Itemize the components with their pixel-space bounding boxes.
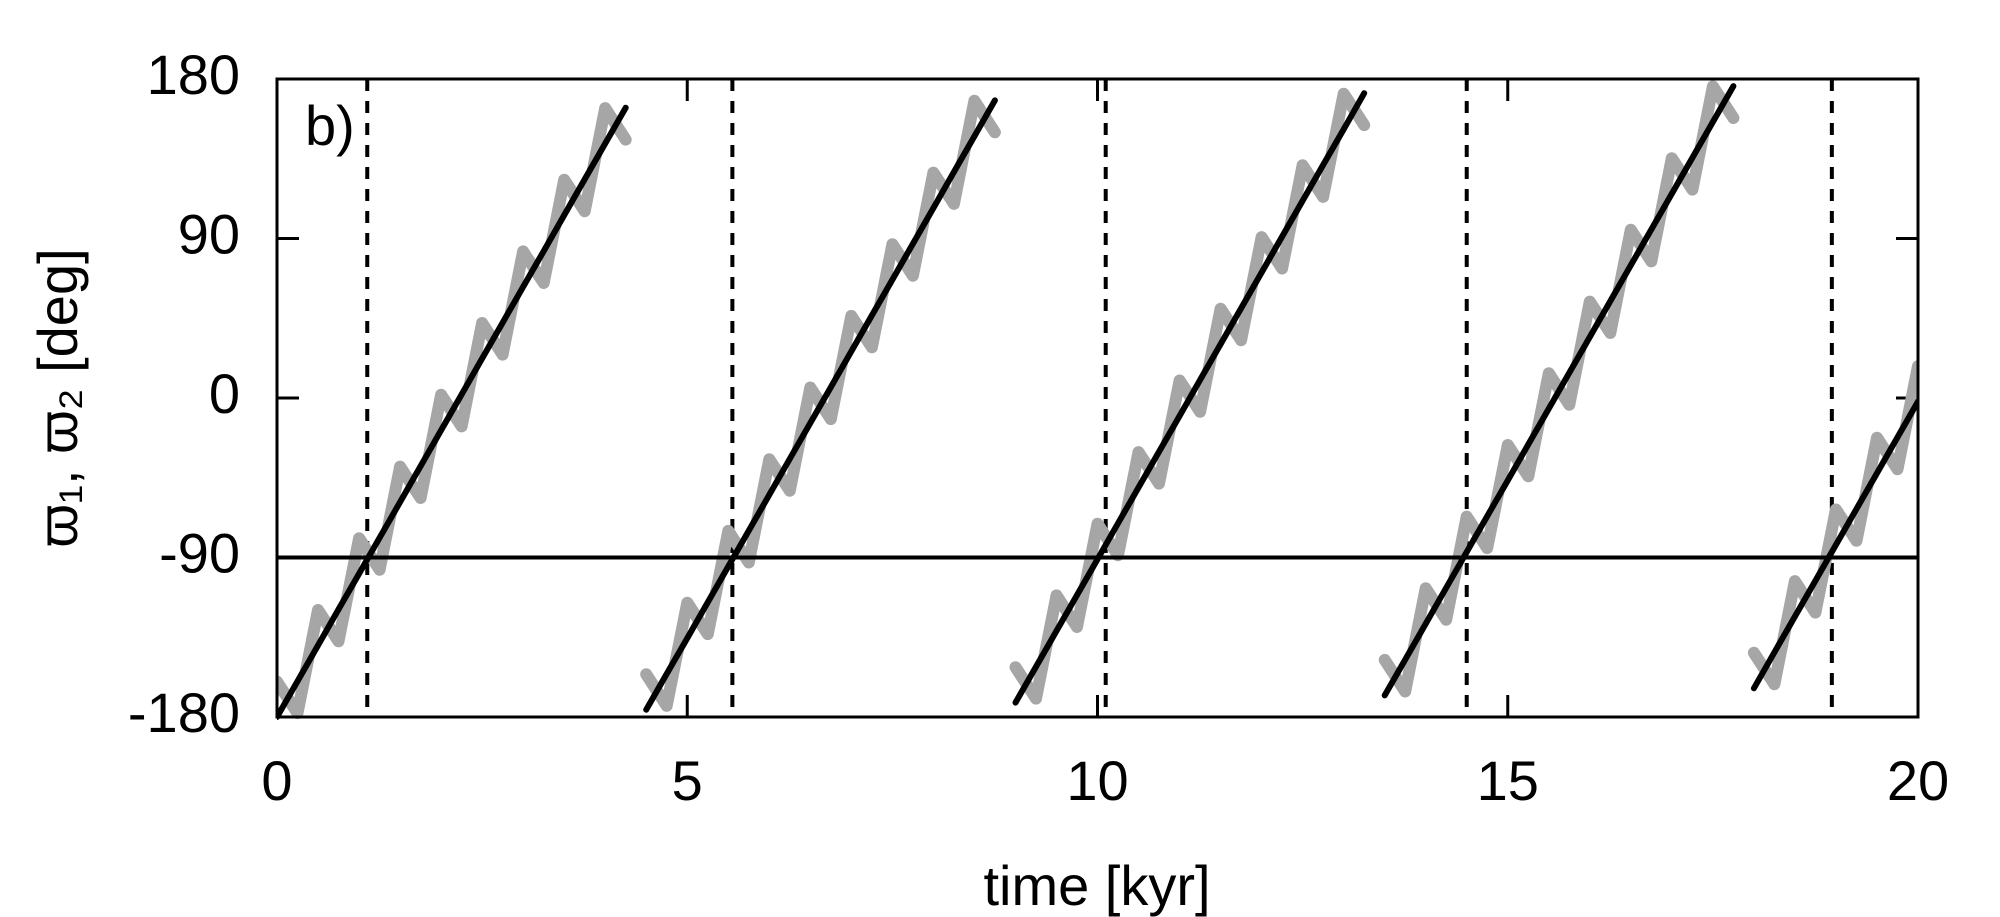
y-axis-label: ϖ₁, ϖ₂ [deg] (26, 248, 89, 547)
y-tick-label: 180 (147, 43, 240, 106)
y-tick-label: -180 (128, 681, 240, 744)
plot-frame (275, 77, 1920, 719)
y-tick-label: 0 (209, 362, 240, 425)
y-tick-label: -90 (159, 521, 240, 584)
series-line (277, 80, 1918, 720)
x-tick-label: 10 (1066, 749, 1128, 812)
y-tick-label: 90 (178, 202, 240, 265)
panel-label: b) (305, 94, 355, 157)
series-line (277, 83, 1918, 720)
x-tick-label: 5 (672, 749, 703, 812)
x-axis-label: time [kyr] (983, 854, 1210, 917)
x-tick-label: 15 (1477, 749, 1539, 812)
x-tick-label: 20 (1887, 749, 1949, 812)
x-tick-label: 0 (261, 749, 292, 812)
